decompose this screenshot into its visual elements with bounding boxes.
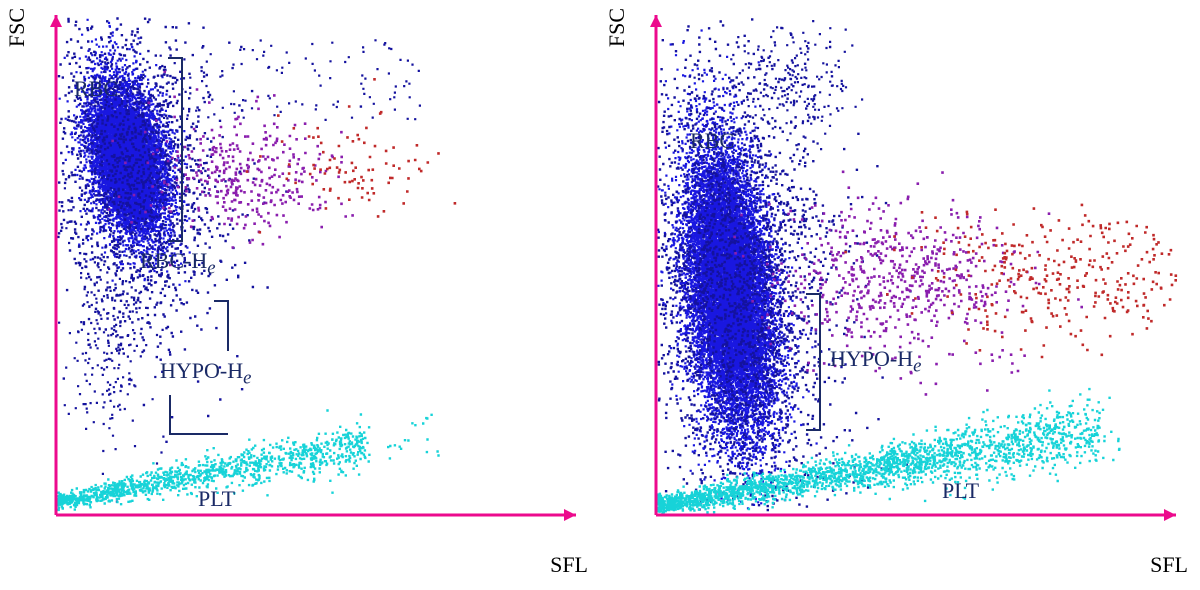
x-axis-label: SFL — [550, 552, 588, 578]
y-axis-label: FSC — [604, 8, 630, 47]
figure-container: FSC SFL RBC RBC-He HYPO-He PLT FSC SFL RBC H… — [0, 0, 1200, 590]
annotation-rbc: RBC — [74, 76, 118, 102]
annotation-hypo_he: HYPO-He — [830, 346, 921, 377]
annotation-plt: PLT — [198, 486, 235, 512]
scatter-right — [600, 0, 1200, 590]
panel-right: FSC SFL RBC HYPO-He PLT — [600, 0, 1200, 590]
annotation-rbc: RBC — [690, 128, 734, 154]
panel-left: FSC SFL RBC RBC-He HYPO-He PLT — [0, 0, 600, 590]
y-axis-label: FSC — [4, 8, 30, 47]
annotation-plt: PLT — [942, 478, 979, 504]
annotation-rbc_he: RBC-He — [140, 248, 216, 279]
x-axis-label: SFL — [1150, 552, 1188, 578]
annotation-hypo_he: HYPO-He — [160, 358, 251, 389]
